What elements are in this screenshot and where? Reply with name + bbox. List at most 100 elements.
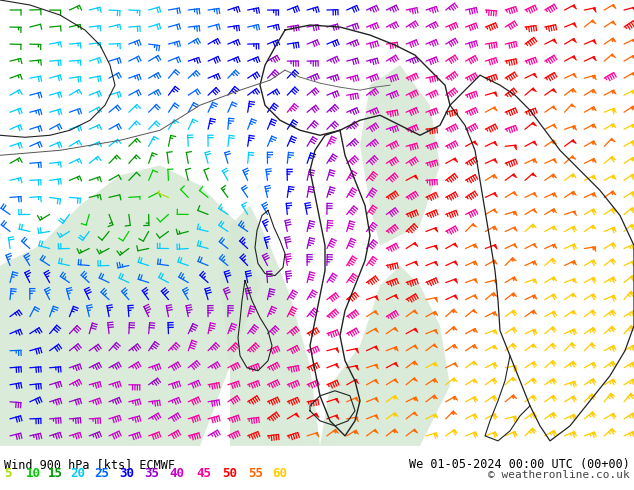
Polygon shape bbox=[354, 379, 359, 384]
Polygon shape bbox=[551, 343, 556, 347]
Polygon shape bbox=[473, 379, 477, 383]
Polygon shape bbox=[612, 413, 616, 417]
Text: 30: 30 bbox=[119, 467, 134, 480]
Polygon shape bbox=[552, 140, 557, 144]
Polygon shape bbox=[532, 413, 537, 416]
Polygon shape bbox=[375, 296, 378, 300]
Polygon shape bbox=[472, 223, 477, 227]
Polygon shape bbox=[552, 277, 557, 281]
Polygon shape bbox=[592, 294, 597, 298]
Polygon shape bbox=[512, 327, 517, 331]
Polygon shape bbox=[631, 124, 634, 128]
Polygon shape bbox=[393, 429, 398, 433]
Polygon shape bbox=[472, 310, 477, 314]
Polygon shape bbox=[434, 433, 438, 438]
Text: 15: 15 bbox=[48, 467, 63, 480]
Polygon shape bbox=[453, 295, 458, 299]
Polygon shape bbox=[593, 8, 596, 13]
Polygon shape bbox=[611, 54, 616, 58]
Polygon shape bbox=[220, 205, 320, 446]
Polygon shape bbox=[413, 361, 418, 365]
Polygon shape bbox=[454, 279, 458, 283]
Text: 35: 35 bbox=[144, 467, 159, 480]
Polygon shape bbox=[631, 157, 634, 162]
Polygon shape bbox=[473, 141, 477, 146]
Polygon shape bbox=[532, 378, 537, 382]
Polygon shape bbox=[452, 309, 457, 313]
Polygon shape bbox=[493, 226, 498, 230]
Polygon shape bbox=[592, 310, 596, 314]
Polygon shape bbox=[512, 343, 517, 347]
Polygon shape bbox=[573, 261, 577, 265]
Polygon shape bbox=[631, 275, 634, 279]
Polygon shape bbox=[592, 277, 597, 282]
Polygon shape bbox=[493, 395, 497, 400]
Polygon shape bbox=[631, 208, 634, 212]
Polygon shape bbox=[375, 365, 378, 369]
Polygon shape bbox=[531, 428, 536, 432]
Polygon shape bbox=[552, 89, 557, 93]
Polygon shape bbox=[610, 138, 616, 142]
Polygon shape bbox=[592, 363, 597, 367]
Polygon shape bbox=[474, 432, 477, 437]
Polygon shape bbox=[592, 56, 597, 61]
Polygon shape bbox=[373, 429, 378, 434]
Polygon shape bbox=[611, 208, 616, 212]
Text: 45: 45 bbox=[196, 467, 211, 480]
Polygon shape bbox=[612, 4, 616, 9]
Polygon shape bbox=[493, 363, 498, 367]
Polygon shape bbox=[474, 261, 477, 266]
Polygon shape bbox=[533, 279, 537, 284]
Polygon shape bbox=[295, 413, 299, 417]
Polygon shape bbox=[591, 20, 596, 24]
Polygon shape bbox=[572, 293, 576, 297]
Polygon shape bbox=[611, 361, 616, 366]
Polygon shape bbox=[573, 329, 577, 334]
Polygon shape bbox=[315, 433, 319, 437]
Polygon shape bbox=[493, 174, 497, 179]
Polygon shape bbox=[612, 227, 616, 232]
Polygon shape bbox=[474, 279, 477, 283]
Polygon shape bbox=[472, 361, 477, 365]
Text: 25: 25 bbox=[94, 467, 109, 480]
Polygon shape bbox=[631, 379, 634, 383]
Polygon shape bbox=[413, 429, 418, 433]
Polygon shape bbox=[512, 310, 517, 314]
Polygon shape bbox=[473, 414, 477, 418]
Polygon shape bbox=[592, 89, 597, 94]
Polygon shape bbox=[590, 343, 595, 346]
Polygon shape bbox=[592, 40, 597, 45]
Polygon shape bbox=[493, 345, 497, 350]
Polygon shape bbox=[335, 398, 339, 403]
Polygon shape bbox=[512, 395, 517, 399]
Polygon shape bbox=[512, 293, 517, 297]
Polygon shape bbox=[433, 379, 438, 383]
Polygon shape bbox=[572, 38, 576, 43]
Polygon shape bbox=[413, 328, 418, 333]
Polygon shape bbox=[512, 174, 517, 178]
Polygon shape bbox=[612, 295, 616, 300]
Polygon shape bbox=[630, 224, 634, 228]
Polygon shape bbox=[611, 191, 616, 195]
Polygon shape bbox=[493, 312, 498, 316]
Polygon shape bbox=[573, 279, 577, 283]
Polygon shape bbox=[611, 156, 616, 160]
Polygon shape bbox=[394, 379, 398, 383]
Polygon shape bbox=[374, 311, 378, 315]
Polygon shape bbox=[533, 329, 537, 334]
Polygon shape bbox=[453, 430, 458, 434]
Polygon shape bbox=[453, 363, 458, 367]
Polygon shape bbox=[612, 123, 616, 128]
Polygon shape bbox=[434, 227, 438, 232]
Polygon shape bbox=[334, 429, 339, 433]
Polygon shape bbox=[552, 327, 557, 330]
Polygon shape bbox=[611, 310, 616, 314]
Polygon shape bbox=[631, 261, 634, 265]
Polygon shape bbox=[493, 159, 498, 163]
Polygon shape bbox=[394, 413, 398, 416]
Polygon shape bbox=[512, 377, 517, 381]
Polygon shape bbox=[335, 348, 339, 353]
Polygon shape bbox=[572, 226, 576, 230]
Polygon shape bbox=[531, 173, 536, 177]
Polygon shape bbox=[592, 158, 597, 163]
